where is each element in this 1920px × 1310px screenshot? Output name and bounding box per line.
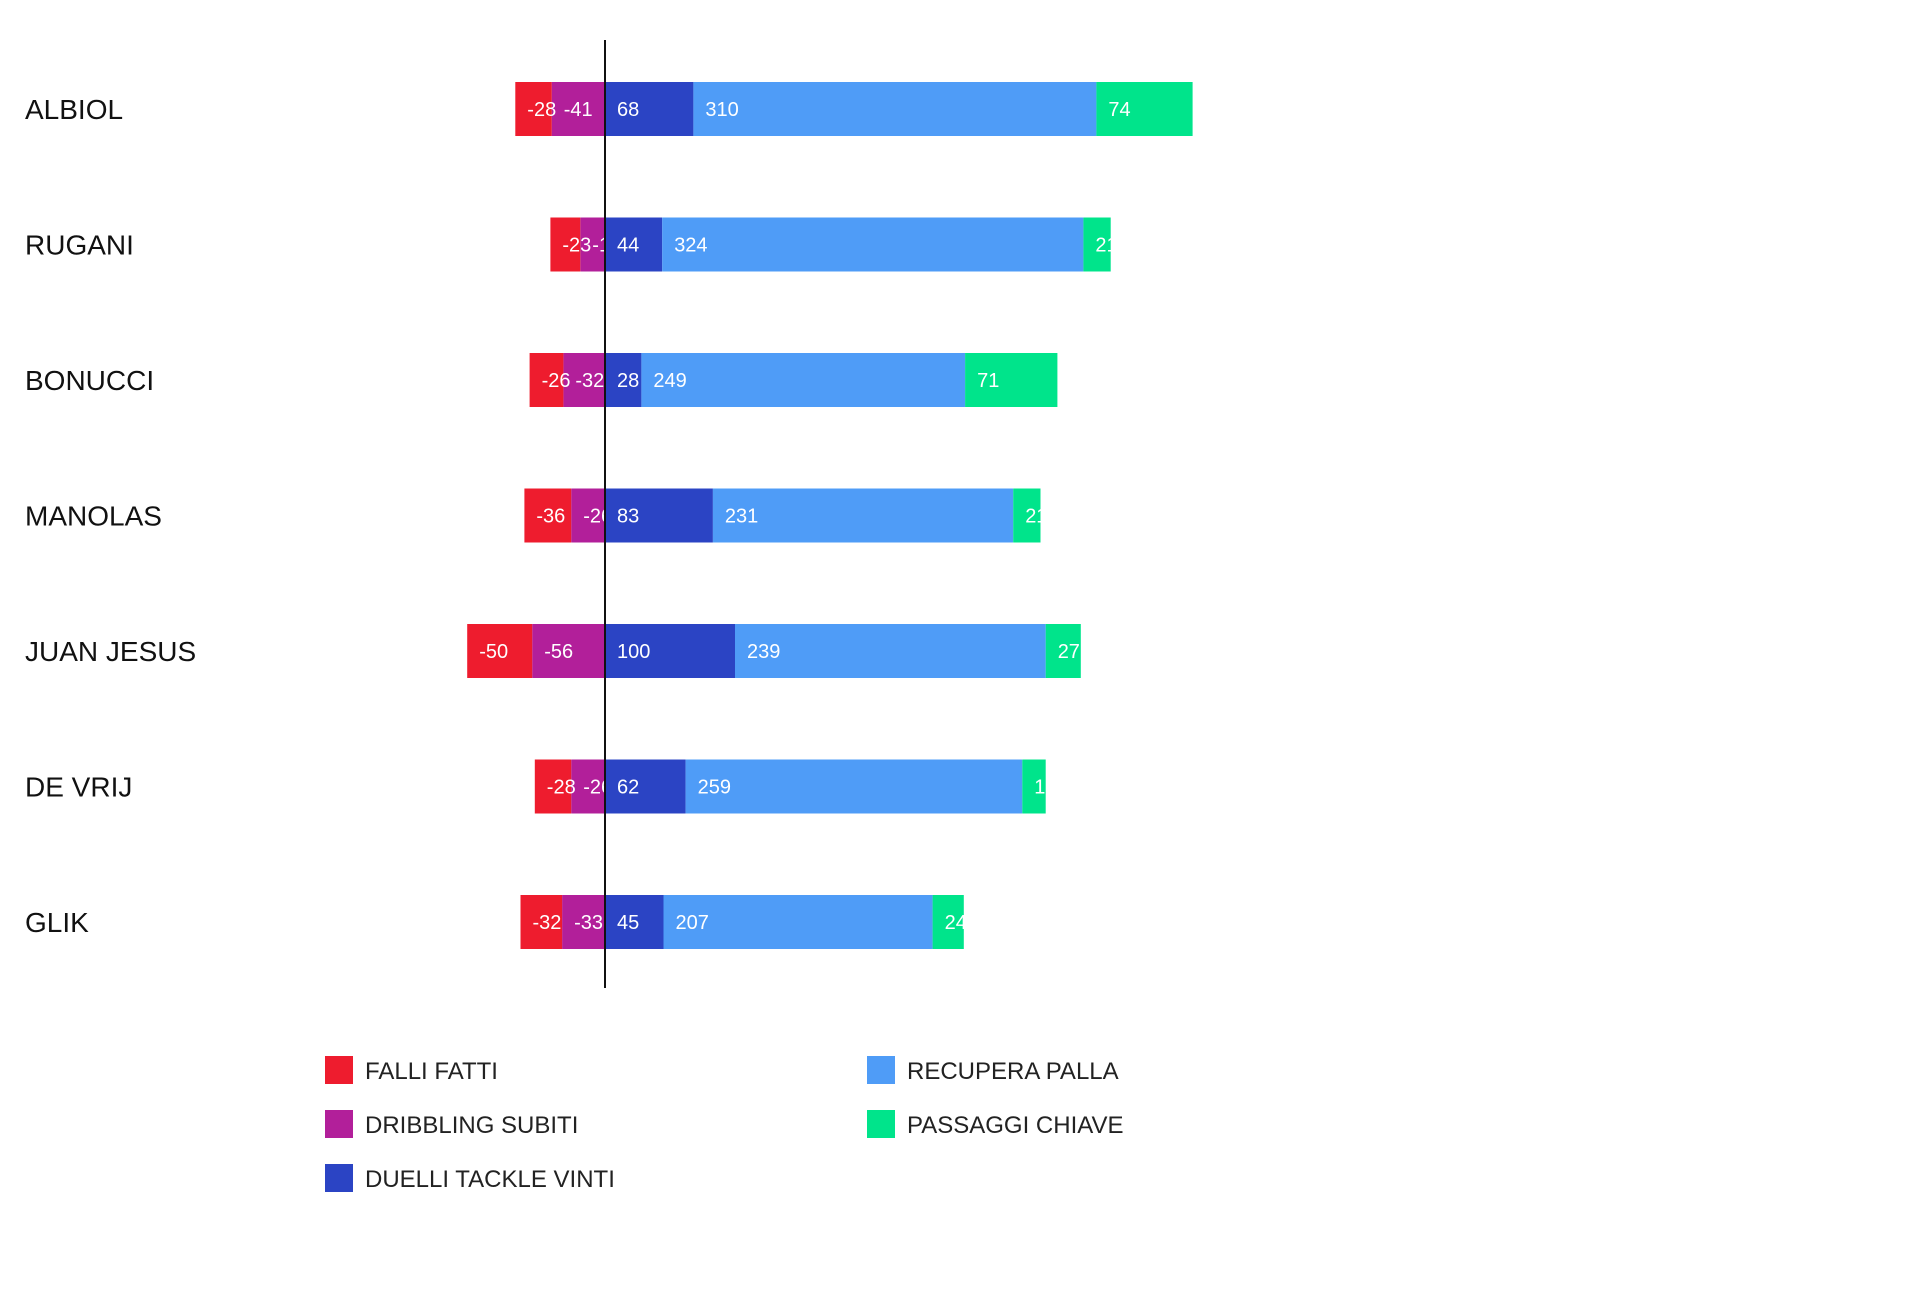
legend-item-recupera-palla: RECUPERA PALLA xyxy=(867,1056,1119,1085)
bar-falli-fatti-glik xyxy=(520,895,563,949)
bar-passaggi-chiave-bonucci xyxy=(965,353,1058,407)
player-label-bonucci: BONUCCI xyxy=(25,365,154,396)
bar-dribbling-subiti-manolas xyxy=(571,488,605,543)
legend-label-recupera-palla: RECUPERA PALLA xyxy=(907,1058,1119,1085)
bar-recupera-palla-bonucci xyxy=(641,353,966,407)
bar-falli-fatti-rugani xyxy=(550,217,581,272)
bar-falli-fatti-juan-jesus xyxy=(467,624,533,678)
bar-value-recupera-palla-bonucci: 249 xyxy=(653,370,686,392)
bar-value-duelli-tackle-vinti-albiol: 68 xyxy=(617,99,639,121)
bar-duelli-tackle-vinti-albiol xyxy=(605,82,694,136)
player-label-manolas: MANOLAS xyxy=(25,501,162,532)
bar-value-recupera-palla-juan-jesus: 239 xyxy=(747,641,780,663)
bar-duelli-tackle-vinti-manolas xyxy=(605,488,713,543)
bar-passaggi-chiave-glik xyxy=(932,895,964,949)
bar-value-falli-fatti-rugani: -23 xyxy=(562,235,591,257)
bar-value-dribbling-subiti-bonucci: -32 xyxy=(575,370,604,392)
bar-passaggi-chiave-rugani xyxy=(1083,217,1111,272)
bar-falli-fatti-manolas xyxy=(524,488,572,543)
player-label-albiol: ALBIOL xyxy=(25,94,123,125)
bar-value-dribbling-subiti-albiol: -41 xyxy=(564,99,593,121)
bar-value-duelli-tackle-vinti-bonucci: 28 xyxy=(617,370,639,392)
bar-value-passaggi-chiave-glik: 24 xyxy=(945,912,967,934)
legend-swatch-dribbling-subiti xyxy=(325,1110,353,1138)
bar-passaggi-chiave-albiol xyxy=(1096,82,1193,136)
bar-recupera-palla-manolas xyxy=(712,488,1014,543)
bar-value-recupera-palla-manolas: 231 xyxy=(725,506,758,528)
bar-value-duelli-tackle-vinti-rugani: 44 xyxy=(617,235,639,257)
bar-duelli-tackle-vinti-rugani xyxy=(605,217,663,272)
bar-recupera-palla-albiol xyxy=(693,82,1097,136)
legend-item-falli-fatti: FALLI FATTI xyxy=(325,1056,498,1085)
player-label-de-vrij: DE VRIJ xyxy=(25,772,132,803)
bar-recupera-palla-de-vrij xyxy=(685,759,1023,814)
bar-duelli-tackle-vinti-de-vrij xyxy=(605,759,686,814)
bar-value-falli-fatti-bonucci: -26 xyxy=(542,370,571,392)
bar-falli-fatti-bonucci xyxy=(529,353,564,407)
bar-value-duelli-tackle-vinti-juan-jesus: 100 xyxy=(617,641,650,663)
legend-label-duelli-tackle-vinti: DUELLI TACKLE VINTI xyxy=(365,1166,615,1193)
player-label-glik: GLIK xyxy=(25,907,89,938)
bar-value-dribbling-subiti-glik: -33 xyxy=(574,912,603,934)
bar-value-passaggi-chiave-de-vrij: 18 xyxy=(1034,777,1056,799)
legend-item-duelli-tackle-vinti: DUELLI TACKLE VINTI xyxy=(325,1164,615,1193)
bar-value-passaggi-chiave-rugani: 21 xyxy=(1095,235,1117,257)
bar-duelli-tackle-vinti-juan-jesus xyxy=(605,624,735,678)
bar-recupera-palla-rugani xyxy=(662,217,1084,272)
bar-value-falli-fatti-de-vrij: -28 xyxy=(547,777,576,799)
bar-value-recupera-palla-de-vrij: 259 xyxy=(698,777,731,799)
bar-value-falli-fatti-glik: -32 xyxy=(533,912,562,934)
legend-swatch-duelli-tackle-vinti xyxy=(325,1164,353,1192)
bar-dribbling-subiti-bonucci xyxy=(563,353,605,407)
bar-value-duelli-tackle-vinti-manolas: 83 xyxy=(617,506,639,528)
bar-dribbling-subiti-glik xyxy=(562,895,605,949)
bar-dribbling-subiti-albiol xyxy=(551,82,605,136)
bar-dribbling-subiti-de-vrij xyxy=(571,759,605,814)
bar-value-passaggi-chiave-juan-jesus: 27 xyxy=(1058,641,1080,663)
legend-swatch-falli-fatti xyxy=(325,1056,353,1084)
bar-recupera-palla-juan-jesus xyxy=(735,624,1046,678)
legend-item-passaggi-chiave: PASSAGGI CHIAVE xyxy=(867,1110,1124,1139)
legend: FALLI FATTI DRIBBLING SUBITI DUELLI TACKLE… xyxy=(325,1056,1124,1193)
bar-value-recupera-palla-albiol: 310 xyxy=(705,99,738,121)
bar-value-dribbling-subiti-juan-jesus: -56 xyxy=(544,641,573,663)
player-label-juan-jesus: JUAN JESUS xyxy=(25,636,196,667)
bar-passaggi-chiave-de-vrij xyxy=(1022,759,1046,814)
bar-value-recupera-palla-rugani: 324 xyxy=(674,235,707,257)
bar-falli-fatti-de-vrij xyxy=(534,759,572,814)
bar-duelli-tackle-vinti-glik xyxy=(605,895,664,949)
bar-value-duelli-tackle-vinti-de-vrij: 62 xyxy=(617,777,639,799)
player-label-rugani: RUGANI xyxy=(25,230,134,261)
legend-label-falli-fatti: FALLI FATTI xyxy=(365,1058,498,1085)
bar-value-falli-fatti-albiol: -28 xyxy=(527,99,556,121)
bar-falli-fatti-albiol xyxy=(515,82,552,136)
player-labels: ALBIOL RUGANI BONUCCI MANOLAS JUAN JESUS DE V… xyxy=(25,94,196,938)
bar-duelli-tackle-vinti-bonucci xyxy=(605,353,642,407)
legend-label-dribbling-subiti: DRIBBLING SUBITI xyxy=(365,1112,578,1139)
bar-value-passaggi-chiave-bonucci: 71 xyxy=(977,370,999,392)
bar-value-falli-fatti-manolas: -36 xyxy=(536,506,565,528)
bar-value-falli-fatti-juan-jesus: -50 xyxy=(479,641,508,663)
legend-item-dribbling-subiti: DRIBBLING SUBITI xyxy=(325,1110,578,1139)
bar-value-passaggi-chiave-albiol: 74 xyxy=(1108,99,1130,121)
legend-swatch-recupera-palla xyxy=(867,1056,895,1084)
bar-dribbling-subiti-rugani xyxy=(580,217,605,272)
legend-swatch-passaggi-chiave xyxy=(867,1110,895,1138)
bars-layer: -41-286831074-19-234432421-32-262824971-… xyxy=(467,82,1193,949)
bar-passaggi-chiave-juan-jesus xyxy=(1045,624,1081,678)
bar-recupera-palla-glik xyxy=(663,895,933,949)
bar-value-recupera-palla-glik: 207 xyxy=(676,912,709,934)
legend-label-passaggi-chiave: PASSAGGI CHIAVE xyxy=(907,1112,1124,1139)
bar-dribbling-subiti-juan-jesus xyxy=(532,624,605,678)
bar-passaggi-chiave-manolas xyxy=(1013,488,1041,543)
bar-value-duelli-tackle-vinti-glik: 45 xyxy=(617,912,639,934)
bar-value-passaggi-chiave-manolas: 21 xyxy=(1025,506,1047,528)
